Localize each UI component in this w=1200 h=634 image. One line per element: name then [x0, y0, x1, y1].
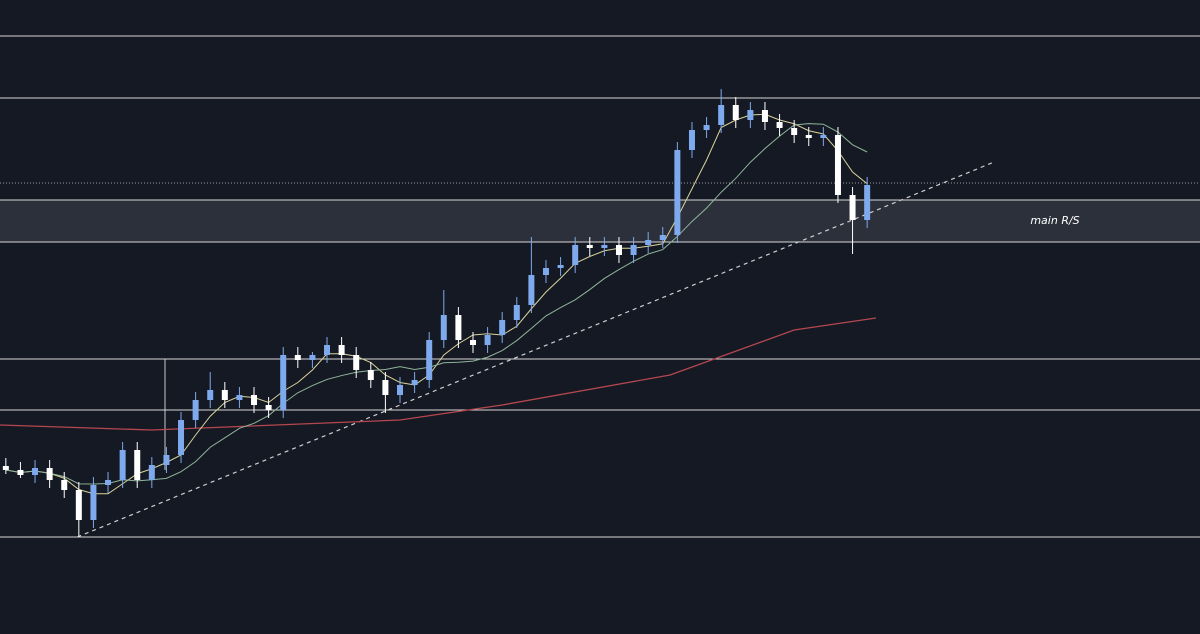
- candle-body: [294, 355, 301, 360]
- candle-body: [469, 340, 476, 345]
- candle-body: [747, 110, 754, 120]
- candle-body: [2, 466, 9, 470]
- candle-body: [353, 355, 360, 370]
- candle-body: [440, 315, 447, 340]
- candle-body: [455, 315, 462, 340]
- candle-body: [411, 380, 418, 385]
- candle-body: [820, 135, 827, 138]
- candle-body: [586, 245, 593, 248]
- candle-body: [718, 105, 725, 125]
- candle-body: [280, 355, 287, 410]
- candle-body: [542, 268, 549, 275]
- candle-body: [178, 420, 185, 455]
- candle-body: [572, 245, 579, 265]
- candle-body: [265, 405, 272, 410]
- candle-body: [659, 235, 666, 240]
- candle-body: [119, 450, 126, 480]
- candle-body: [105, 480, 112, 485]
- candle-body: [645, 240, 652, 245]
- candle-body: [513, 305, 520, 320]
- candle-body: [484, 335, 491, 345]
- candle-body: [61, 480, 68, 490]
- candle-body: [834, 135, 841, 195]
- candle-body: [776, 122, 783, 128]
- candle-body: [849, 195, 856, 220]
- candle-body: [324, 345, 331, 355]
- candle-body: [557, 265, 564, 268]
- candle-body: [615, 245, 622, 255]
- zone: [0, 200, 1200, 242]
- candle-body: [207, 390, 214, 400]
- candle-body: [630, 245, 637, 255]
- candle-body: [75, 490, 82, 520]
- candle-body: [674, 150, 681, 235]
- candle-body: [236, 395, 243, 400]
- candle-body: [499, 320, 506, 335]
- candle-body: [17, 470, 24, 475]
- candle-body: [134, 450, 141, 480]
- candle-body: [761, 110, 768, 122]
- candle-body: [601, 245, 608, 248]
- candle-body: [46, 468, 53, 480]
- candle-body: [32, 468, 39, 475]
- candle-body: [864, 185, 871, 220]
- candle-body: [163, 455, 170, 465]
- candle-body: [397, 385, 403, 395]
- candle-body: [791, 128, 798, 135]
- candle-body: [732, 105, 739, 120]
- candle-body: [221, 390, 228, 400]
- candle-body: [528, 275, 535, 305]
- candle-body: [426, 340, 433, 380]
- candle-body: [688, 130, 695, 150]
- trendline: [77, 161, 995, 538]
- candle-body: [309, 355, 316, 360]
- candle-body: [338, 345, 345, 355]
- long-moving-average: [0, 317, 877, 431]
- candle-body: [148, 465, 155, 480]
- candle-body: [382, 380, 389, 395]
- candle-body: [367, 370, 374, 380]
- zone-label: main R/S: [1030, 214, 1079, 227]
- candle-body: [251, 395, 258, 405]
- candle-body: [192, 400, 199, 420]
- candle-body: [805, 135, 812, 138]
- candle-body: [90, 485, 97, 520]
- candle-body: [703, 125, 710, 130]
